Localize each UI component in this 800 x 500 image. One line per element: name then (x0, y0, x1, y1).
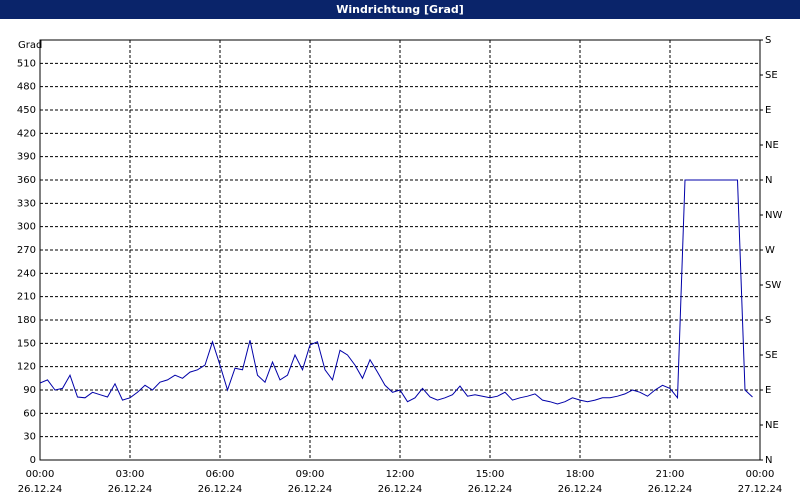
y-tick-label: 420 (17, 128, 36, 139)
y-tick-label: 0 (30, 455, 36, 466)
y2-tick-label: E (765, 105, 771, 116)
y-tick-label: 90 (23, 385, 36, 396)
x-tick-date: 26.12.24 (198, 484, 243, 495)
y2-tick-label: E (765, 385, 771, 396)
y2-tick-label: SE (765, 350, 778, 361)
y2-tick-label: S (765, 35, 771, 46)
y-tick-label: 450 (17, 105, 36, 116)
y-tick-label: 330 (17, 198, 36, 209)
chart-title: Windrichtung [Grad] (336, 3, 464, 16)
data-line (39, 179, 753, 405)
y-tick-label: 30 (23, 432, 36, 443)
y-tick-label: 510 (17, 58, 36, 69)
y2-tick-label: NE (765, 420, 779, 431)
x-tick-date: 26.12.24 (18, 484, 63, 495)
y-tick-label: 150 (17, 338, 36, 349)
y2-tick-label: N (765, 455, 772, 466)
x-tick-label: 21:00 (656, 469, 685, 480)
y2-tick-label: N (765, 175, 772, 186)
x-tick-date: 26.12.24 (378, 484, 423, 495)
x-tick-label: 00:00 (26, 469, 55, 480)
x-tick-date: 26.12.24 (288, 484, 333, 495)
y-tick-label: 240 (17, 268, 36, 279)
x-tick-date: 26.12.24 (558, 484, 603, 495)
y-tick-label: 210 (17, 292, 36, 303)
y2-tick-label: SW (765, 280, 781, 291)
y2-tick-label: S (765, 315, 771, 326)
x-tick-label: 12:00 (386, 469, 415, 480)
y-tick-label: 120 (17, 362, 36, 373)
x-tick-date: 26.12.24 (468, 484, 513, 495)
y2-tick-label: NW (765, 210, 782, 221)
title-bar (0, 0, 800, 19)
y-tick-label: 390 (17, 152, 36, 163)
y-axis-label: Grad (18, 40, 42, 51)
y-tick-label: 300 (17, 222, 36, 233)
y-tick-label: 180 (17, 315, 36, 326)
y-tick-label: 480 (17, 82, 36, 93)
x-tick-date: 26.12.24 (648, 484, 693, 495)
y-tick-label: 360 (17, 175, 36, 186)
y-tick-label: 270 (17, 245, 36, 256)
x-tick-label: 06:00 (206, 469, 235, 480)
x-tick-date: 26.12.24 (108, 484, 153, 495)
x-tick-label: 15:00 (476, 469, 505, 480)
x-tick-label: 00:00 (746, 469, 775, 480)
x-tick-label: 18:00 (566, 469, 595, 480)
x-tick-date: 27.12.24 (738, 484, 783, 495)
x-tick-label: 09:00 (296, 469, 325, 480)
y2-tick-label: SE (765, 70, 778, 81)
y-tick-label: 60 (23, 408, 36, 419)
y2-tick-label: W (765, 245, 775, 256)
y2-tick-label: NE (765, 140, 779, 151)
x-tick-label: 03:00 (116, 469, 145, 480)
